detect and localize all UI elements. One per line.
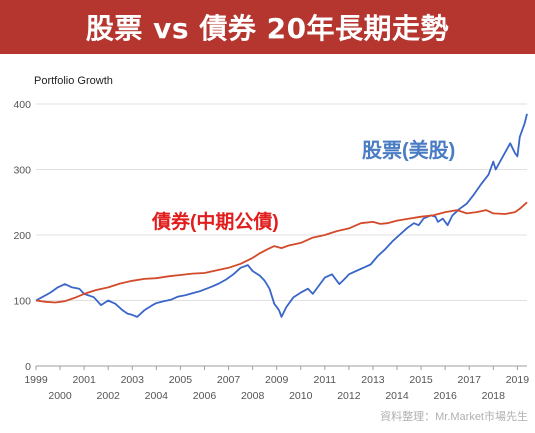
- series-line-bonds: [35, 201, 528, 304]
- x-tick-label: 2000: [48, 390, 72, 402]
- title-banner: 股票 vs 債券 20年長期走勢: [0, 0, 535, 54]
- x-tick-label: 2002: [97, 390, 121, 402]
- chart-area: Portfolio Growth 0 100 200 300 400 1999 2000 2…: [0, 54, 535, 428]
- x-tick-label: 2007: [217, 374, 241, 386]
- y-tick-label: 0: [25, 361, 31, 373]
- x-tick-label: 2008: [241, 390, 265, 402]
- x-tick-label: 2012: [337, 390, 361, 402]
- series-label-stocks: 股票(美股): [362, 138, 455, 162]
- x-tick-label: 2006: [193, 390, 217, 402]
- source-note: 資料整理：Mr.Market市場先生: [380, 409, 528, 423]
- y-tick-label: 200: [13, 230, 31, 242]
- series-label-bonds: 債券(中期公債): [151, 210, 279, 233]
- x-tick-label: 2004: [145, 390, 169, 402]
- x-tick-label: 2014: [385, 390, 409, 402]
- x-tick-label: 2019: [506, 374, 530, 386]
- x-tick-label: 2010: [289, 390, 313, 402]
- x-tick-label: 2001: [72, 374, 96, 386]
- x-tick-label: 2016: [433, 390, 457, 402]
- page-title: 股票 vs 債券 20年長期走勢: [85, 12, 450, 45]
- x-tick-label: 2003: [121, 374, 145, 386]
- x-tick-label: 2005: [169, 374, 193, 386]
- x-tick-label: 1999: [24, 374, 48, 386]
- chart-subtitle: Portfolio Growth: [34, 75, 113, 87]
- series-lines: [35, 113, 528, 318]
- x-tick-label: 2011: [314, 374, 337, 386]
- y-tick-label: 300: [13, 165, 31, 177]
- x-tick-label: 2017: [458, 374, 482, 386]
- y-tick-label: 100: [13, 296, 31, 308]
- x-tick-label: 2018: [482, 390, 506, 402]
- series-line-stocks: [35, 113, 528, 318]
- y-tick-label: 400: [13, 99, 31, 111]
- y-axis-ticks: 0 100 200 300 400: [13, 99, 31, 373]
- x-axis-ticks: 1999200020012002200320042005200620072008…: [24, 366, 529, 402]
- x-tick-label: 2009: [265, 374, 289, 386]
- x-tick-label: 2015: [409, 374, 433, 386]
- x-tick-label: 2013: [361, 374, 385, 386]
